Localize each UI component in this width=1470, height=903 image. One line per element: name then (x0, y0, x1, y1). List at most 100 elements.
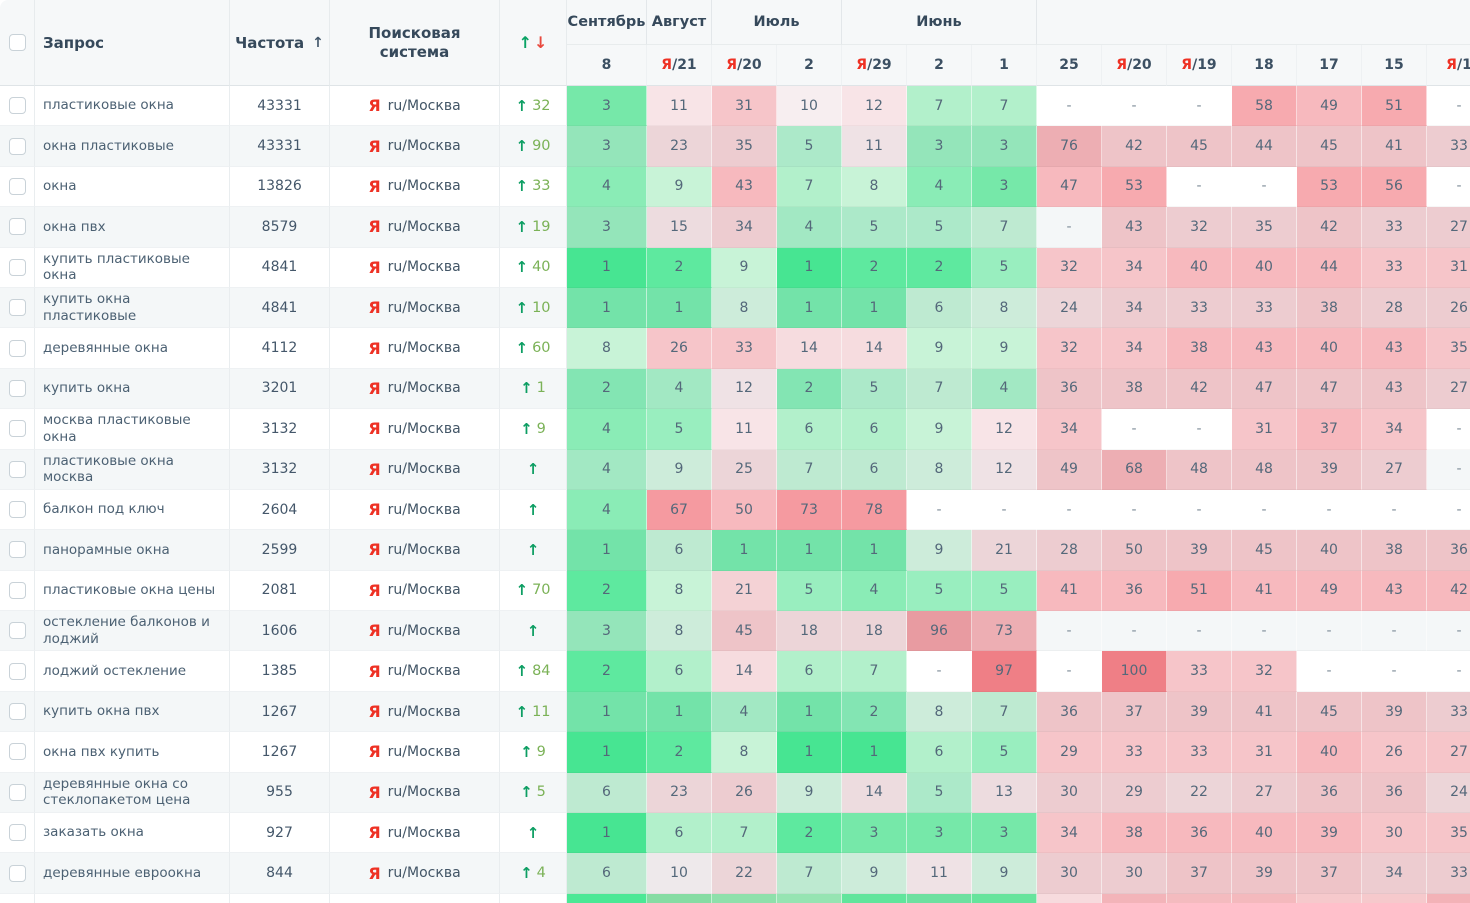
row-checkbox[interactable] (8, 581, 26, 599)
position-cell[interactable]: 12 (972, 449, 1037, 490)
position-cell[interactable]: - (1037, 651, 1102, 692)
position-cell[interactable]: 53 (1297, 166, 1362, 208)
date-column-header[interactable]: 15 (1362, 45, 1427, 86)
row-checkbox[interactable] (8, 137, 26, 155)
query-cell[interactable]: москва пластиковые окна (35, 409, 230, 450)
position-cell[interactable]: 36 (1362, 772, 1427, 814)
position-cell[interactable]: 41 (1232, 570, 1297, 612)
position-cell[interactable]: 35 (1232, 207, 1297, 248)
position-cell[interactable]: 28 (1037, 530, 1102, 571)
position-cell[interactable]: - (1037, 489, 1102, 531)
position-cell[interactable]: 6 (907, 287, 972, 329)
position-cell[interactable]: 34 (1102, 328, 1167, 369)
position-cell[interactable]: 38 (1297, 287, 1362, 329)
position-cell[interactable]: - (1232, 611, 1297, 652)
position-cell[interactable]: 3 (907, 126, 972, 167)
position-cell[interactable]: 40 (1232, 813, 1297, 854)
position-cell[interactable]: 9 (972, 853, 1037, 894)
position-cell[interactable]: 5 (972, 732, 1037, 773)
position-cell[interactable]: - (907, 489, 972, 531)
position-cell[interactable]: 3 (567, 611, 647, 652)
query-cell[interactable]: окна (35, 166, 230, 208)
position-cell[interactable]: - (1427, 86, 1470, 127)
position-cell[interactable]: 97 (972, 651, 1037, 692)
position-cell[interactable]: 2 (567, 570, 647, 612)
position-cell[interactable]: 40 (1297, 732, 1362, 773)
date-column-header[interactable]: Я/1 (1427, 45, 1470, 86)
position-cell[interactable]: 47 (1297, 368, 1362, 410)
position-cell[interactable]: 6 (842, 409, 907, 450)
position-cell[interactable]: 1 (842, 732, 907, 773)
position-cell[interactable]: 11 (712, 409, 777, 450)
position-cell[interactable]: 5 (907, 570, 972, 612)
position-cell[interactable]: 10 (647, 853, 712, 894)
position-cell[interactable]: 3 (567, 207, 647, 248)
position-cell[interactable]: 21 (972, 530, 1037, 571)
query-cell[interactable]: купить окна (35, 368, 230, 410)
position-cell[interactable]: 43 (1362, 328, 1427, 369)
position-cell[interactable]: 7 (972, 207, 1037, 248)
position-cell[interactable]: 22 (1167, 772, 1232, 814)
position-cell[interactable]: 33 (712, 328, 777, 369)
position-cell[interactable]: 33 (1362, 207, 1427, 248)
position-cell[interactable]: 45 (1167, 126, 1232, 167)
position-cell[interactable]: 38 (1167, 328, 1232, 369)
position-cell[interactable]: 8 (972, 287, 1037, 329)
position-cell[interactable]: - (1427, 449, 1470, 490)
position-cell[interactable]: 37 (1102, 691, 1167, 733)
position-cell[interactable]: 25 (712, 449, 777, 490)
query-column-header[interactable]: Запрос (35, 0, 230, 86)
position-cell[interactable]: 47 (1037, 166, 1102, 208)
date-column-header[interactable]: Я/19 (1167, 45, 1232, 86)
row-checkbox[interactable] (8, 501, 26, 519)
position-cell[interactable]: 15 (647, 207, 712, 248)
date-column-header[interactable]: Я/21 (647, 45, 712, 86)
position-cell[interactable]: 4 (972, 368, 1037, 410)
position-cell[interactable]: 44 (1297, 247, 1362, 288)
position-cell[interactable]: 1 (777, 691, 842, 733)
position-cell[interactable]: 2 (777, 368, 842, 410)
row-checkbox[interactable] (8, 218, 26, 236)
position-cell[interactable]: 1 (567, 287, 647, 329)
query-cell[interactable]: пластиковые окна цены (35, 570, 230, 612)
row-checkbox[interactable] (8, 743, 26, 761)
position-cell[interactable]: - (1102, 409, 1167, 450)
position-cell[interactable]: 32 (1232, 651, 1297, 692)
position-cell[interactable]: 50 (1102, 530, 1167, 571)
position-cell[interactable]: 1 (777, 287, 842, 329)
position-cell[interactable]: 34 (1362, 409, 1427, 450)
position-cell[interactable]: 33 (1167, 651, 1232, 692)
position-cell[interactable]: 6 (907, 732, 972, 773)
position-cell[interactable]: 33 (1362, 247, 1427, 288)
date-column-header[interactable]: 25 (1037, 45, 1102, 86)
row-checkbox[interactable] (8, 662, 26, 680)
position-cell[interactable]: 31 (1427, 247, 1470, 288)
position-cell[interactable]: 37 (1297, 853, 1362, 894)
position-cell[interactable]: 9 (907, 328, 972, 369)
position-cell[interactable]: 26 (1362, 732, 1427, 773)
position-cell[interactable]: - (1362, 489, 1427, 531)
position-cell[interactable]: 33 (1232, 287, 1297, 329)
position-cell[interactable]: 5 (842, 207, 907, 248)
position-cell[interactable]: 41 (1037, 570, 1102, 612)
position-cell[interactable]: - (1362, 651, 1427, 692)
position-cell[interactable]: - (1427, 651, 1470, 692)
position-cell[interactable]: 49 (1297, 570, 1362, 612)
position-cell[interactable]: 1 (647, 691, 712, 733)
position-cell[interactable]: 40 (1297, 530, 1362, 571)
position-cell[interactable]: 3 (972, 126, 1037, 167)
position-cell[interactable]: 23 (647, 772, 712, 814)
position-cell[interactable]: 45 (1297, 691, 1362, 733)
position-cell[interactable]: 2 (842, 691, 907, 733)
date-column-header[interactable]: Я/20 (712, 45, 777, 86)
position-cell[interactable]: - (1232, 489, 1297, 531)
position-cell[interactable]: 44 (1232, 126, 1297, 167)
position-cell[interactable]: 3 (972, 813, 1037, 854)
row-checkbox[interactable] (8, 783, 26, 801)
position-cell[interactable]: 34 (1362, 853, 1427, 894)
position-cell[interactable]: 9 (647, 166, 712, 208)
row-checkbox[interactable] (8, 379, 26, 397)
position-cell[interactable]: 4 (907, 166, 972, 208)
position-cell[interactable]: 36 (1037, 368, 1102, 410)
position-cell[interactable]: 8 (712, 732, 777, 773)
